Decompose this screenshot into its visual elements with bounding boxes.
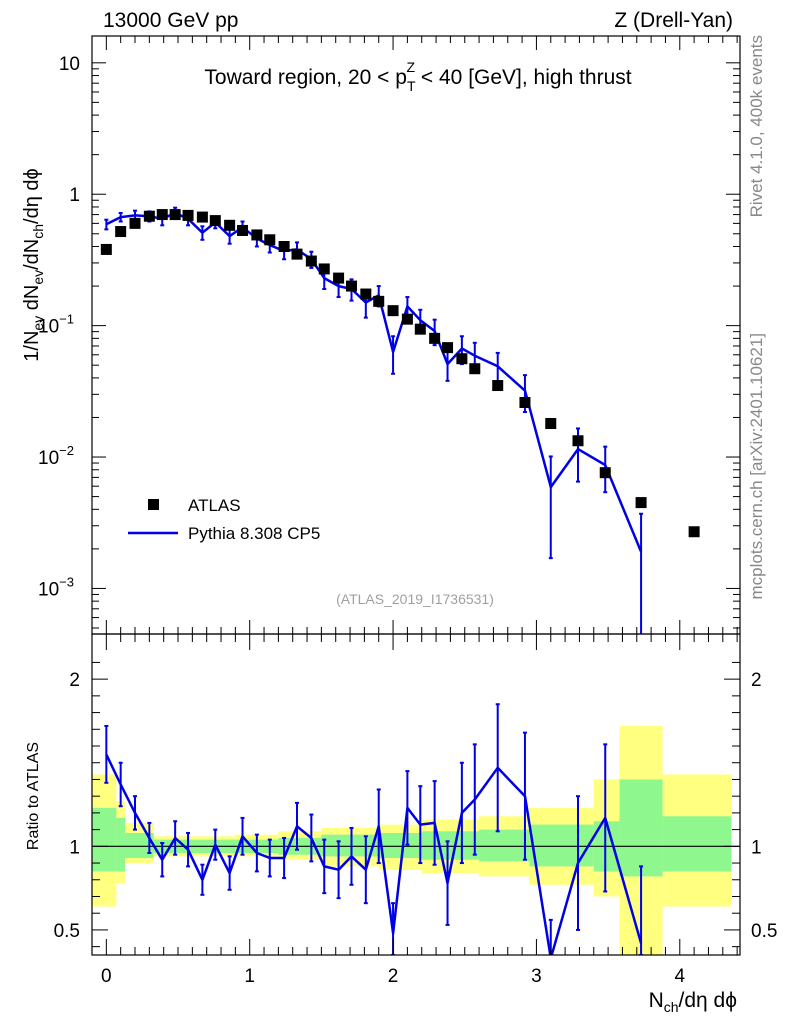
y-tick-label-1: 10−2 (38, 443, 74, 469)
atlas-point-17 (333, 272, 345, 284)
ratio-panel-marks (92, 703, 740, 955)
y-tick-exp-1: −2 (59, 443, 74, 458)
xlabel: Nch/dη dϕ (649, 989, 737, 1015)
atlas-point-4 (156, 209, 168, 221)
plot-title-pre: Toward region, 20 < p (204, 66, 407, 89)
main-panel-frame (91, 35, 741, 635)
rivet-label: Rivet 4.1.0, 400k events (747, 35, 766, 217)
x-tick-label-4: 4 (674, 966, 685, 987)
ratio-band-inner-0 (92, 807, 117, 872)
atlas-point-1 (115, 226, 127, 238)
x-tick-label-2: 2 (388, 966, 399, 987)
atlas-point-24 (429, 332, 441, 344)
ratio-panel-frame (91, 633, 741, 956)
atlas-point-9 (224, 219, 236, 231)
legend: ATLAS Pythia 8.308 CP5 (128, 496, 320, 543)
atlas-point-0 (100, 243, 112, 255)
ratio-mc-line (105, 753, 643, 955)
atlas-point-19 (360, 288, 372, 300)
ratio-band-inner-8 (421, 831, 480, 860)
ratio-band-inner-7 (378, 832, 422, 859)
atlas-point-8 (209, 215, 221, 227)
main-ylabel: 1/Nev dNev/dNch/dη dϕ (21, 168, 46, 361)
atlas-point-15 (305, 255, 317, 267)
header-left: 13000 GeV pp (103, 9, 238, 32)
ratio-band-inner-12 (619, 779, 663, 877)
y-tick-exp-0: −3 (59, 574, 74, 589)
atlas-point-25 (442, 342, 454, 354)
legend-atlas-marker (148, 499, 159, 510)
atlas-point-34 (688, 526, 700, 538)
y-tick-label-4: 10 (59, 54, 80, 75)
atlas-point-28 (492, 380, 504, 392)
ratio-band-inner-13 (662, 816, 732, 872)
atlas-point-29 (519, 397, 531, 409)
atlas-point-18 (345, 280, 357, 292)
atlas-point-16 (318, 263, 330, 275)
plot-title-post: < 40 [GeV], high thrust (415, 66, 632, 89)
y-tick-base-2: 10 (38, 317, 59, 338)
atlas-point-32 (599, 467, 611, 479)
atlas-point-31 (572, 435, 584, 447)
ratio-tick-label-left-0: 0.5 (54, 921, 80, 942)
ratio-band-inner-9 (479, 829, 530, 862)
x-tick-label-3: 3 (531, 966, 542, 987)
atlas-point-27 (469, 363, 481, 375)
x-tick-label-0: 0 (101, 966, 112, 987)
y-tick-label-3: 1 (69, 185, 80, 206)
ratio-ylabel: Ratio to ATLAS (25, 742, 42, 850)
atlas-point-10 (237, 224, 249, 236)
plot-title-sup: Z (407, 59, 416, 75)
plot-title: Toward region, 20 < pTZ < 40 [GeV], high… (204, 59, 631, 94)
atlas-point-33 (635, 497, 647, 509)
source-label: mcplots.cern.ch [arXiv:2401.10621] (747, 333, 766, 599)
ratio-tick-label-right-0: 0.5 (751, 921, 777, 942)
y-tick-label-0: 10−3 (38, 574, 74, 600)
atlas-point-22 (401, 313, 413, 325)
atlas-point-21 (387, 305, 399, 317)
atlas-point-14 (291, 248, 303, 260)
atlas-point-3 (143, 210, 155, 222)
ratio-tick-label-left-2: 2 (69, 670, 80, 691)
ratio-tick-label-right-2: 2 (751, 670, 762, 691)
ratio-band-inner-10 (529, 824, 594, 867)
atlas-point-7 (196, 211, 208, 223)
ratio-mc-group (104, 703, 644, 955)
legend-atlas-label: ATLAS (188, 496, 241, 515)
ratio-tick-label-left-1: 1 (69, 837, 80, 858)
main-mc-line (105, 211, 643, 553)
atlas-point-13 (278, 241, 290, 253)
atlas-point-20 (373, 295, 385, 307)
y-tick-exp-2: −1 (59, 312, 74, 327)
legend-mc-label: Pythia 8.308 CP5 (188, 524, 320, 543)
atlas-point-26 (456, 353, 468, 365)
y-tick-base-1: 10 (38, 448, 59, 469)
atlas-point-6 (182, 209, 194, 221)
atlas-point-11 (251, 229, 263, 241)
main-panel-marks (100, 206, 700, 634)
atlas-point-5 (169, 209, 181, 221)
atlas-point-30 (545, 417, 557, 429)
atlas-point-23 (414, 323, 426, 335)
atlas-point-12 (264, 234, 276, 246)
ratio-band-inner-6 (321, 834, 379, 857)
ratio-band-inner-1 (116, 817, 125, 872)
analysis-watermark: (ATLAS_2019_I1736531) (336, 591, 494, 607)
ratio-tick-label-right-1: 1 (751, 837, 762, 858)
y-tick-label-2: 10−1 (38, 312, 74, 338)
x-tick-label-1: 1 (244, 966, 255, 987)
plot-title-sub: T (407, 78, 416, 94)
header-right: Z (Drell-Yan) (614, 9, 733, 32)
y-tick-base-0: 10 (38, 579, 59, 600)
atlas-point-2 (129, 217, 141, 229)
